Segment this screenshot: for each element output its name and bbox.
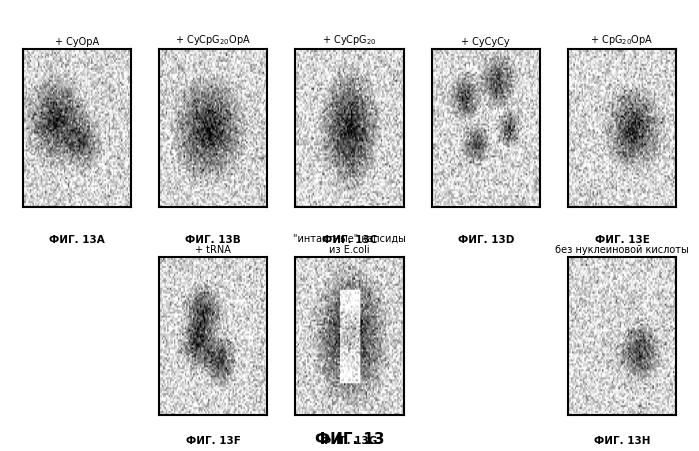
Text: ФИГ. 13B: ФИГ. 13B	[185, 235, 241, 244]
Text: + CpG$_{20}$OpA: + CpG$_{20}$OpA	[591, 33, 654, 47]
Text: ФИГ. 13D: ФИГ. 13D	[458, 235, 514, 244]
Text: + CyCpG$_{20}$: + CyCpG$_{20}$	[322, 33, 377, 47]
Text: ФИГ. 13A: ФИГ. 13A	[49, 235, 105, 244]
Text: ФИГ. 13H: ФИГ. 13H	[594, 435, 650, 445]
Text: + CyCyCy: + CyCyCy	[461, 37, 510, 47]
Text: ФИГ. 13E: ФИГ. 13E	[595, 235, 649, 244]
Text: + CyOpA: + CyOpA	[55, 37, 99, 47]
Text: + tRNA: + tRNA	[195, 245, 231, 255]
Text: ФИГ. 13C: ФИГ. 13C	[322, 235, 377, 244]
Text: ФИГ. 13F: ФИГ. 13F	[186, 435, 240, 445]
Text: + CyCpG$_{20}$OpA: + CyCpG$_{20}$OpA	[175, 33, 251, 47]
Text: ФИГ. 13: ФИГ. 13	[315, 432, 384, 446]
Text: без нуклеиновой кислоты: без нуклеиновой кислоты	[555, 245, 689, 255]
Text: ФИГ. 13G: ФИГ. 13G	[322, 435, 377, 445]
Text: "интактные" капсиды
из E.coli: "интактные" капсиды из E.coli	[293, 233, 406, 255]
